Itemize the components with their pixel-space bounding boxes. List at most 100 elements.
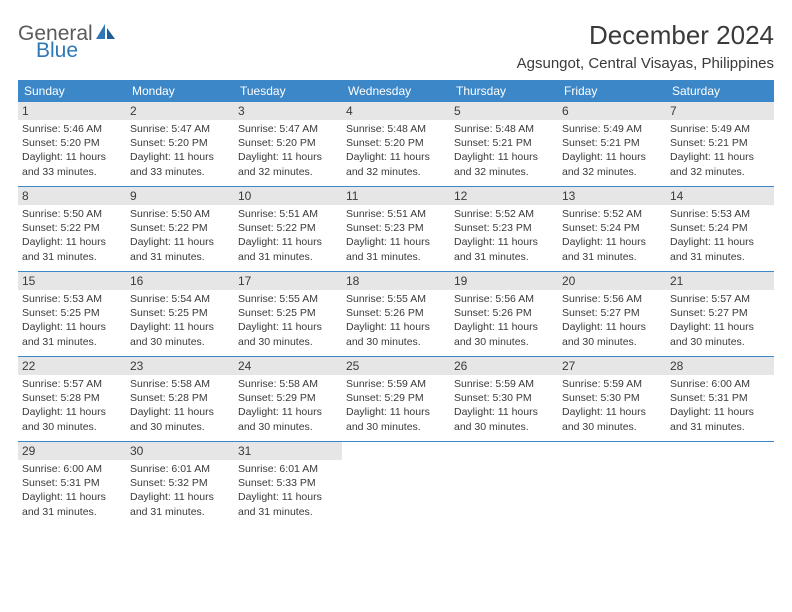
sunset-text: Sunset: 5:20 PM xyxy=(130,136,230,150)
sunrise-text: Sunrise: 5:49 AM xyxy=(670,122,770,136)
sunrise-text: Sunrise: 5:57 AM xyxy=(22,377,122,391)
sunset-text: Sunset: 5:22 PM xyxy=(130,221,230,235)
daylight-text: Daylight: 11 hours xyxy=(130,320,230,334)
day-cell: 30 Sunrise: 6:01 AMSunset: 5:32 PMDayligh… xyxy=(126,442,234,526)
day-info: Sunrise: 5:56 AMSunset: 5:26 PMDaylight:… xyxy=(454,292,554,349)
week-row: 29Sunrise: 6:00 AMSunset: 5:31 PMDayligh… xyxy=(18,442,774,526)
daylight-text: and 30 minutes. xyxy=(562,335,662,349)
day-cell: 21Sunrise: 5:57 AMSunset: 5:27 PMDayligh… xyxy=(666,272,774,356)
sunrise-text: Sunrise: 6:00 AM xyxy=(22,462,122,476)
daylight-text: Daylight: 11 hours xyxy=(22,235,122,249)
day-number: 16 xyxy=(126,272,234,290)
sunset-text: Sunset: 5:28 PM xyxy=(22,391,122,405)
sunrise-text: Sunrise: 5:52 AM xyxy=(454,207,554,221)
sunrise-text: Sunrise: 5:51 AM xyxy=(346,207,446,221)
daylight-text: and 32 minutes. xyxy=(238,165,338,179)
sunset-text: Sunset: 5:30 PM xyxy=(562,391,662,405)
daylight-text: Daylight: 11 hours xyxy=(346,235,446,249)
sunset-text: Sunset: 5:28 PM xyxy=(130,391,230,405)
sunset-text: Sunset: 5:23 PM xyxy=(346,221,446,235)
day-cell xyxy=(666,442,774,526)
day-info: Sunrise: 5:59 AMSunset: 5:30 PMDaylight:… xyxy=(562,377,662,434)
day-number: 28 xyxy=(666,357,774,375)
day-header: Saturday xyxy=(666,80,774,102)
daylight-text: Daylight: 11 hours xyxy=(454,320,554,334)
day-info: Sunrise: 5:49 AMSunset: 5:21 PMDaylight:… xyxy=(670,122,770,179)
daylight-text: and 30 minutes. xyxy=(346,420,446,434)
daylight-text: Daylight: 11 hours xyxy=(454,405,554,419)
sunset-text: Sunset: 5:29 PM xyxy=(238,391,338,405)
day-info: Sunrise: 5:53 AMSunset: 5:24 PMDaylight:… xyxy=(670,207,770,264)
day-cell: 22Sunrise: 5:57 AMSunset: 5:28 PMDayligh… xyxy=(18,357,126,441)
daylight-text: and 30 minutes. xyxy=(346,335,446,349)
sunset-text: Sunset: 5:32 PM xyxy=(130,476,230,490)
sunrise-text: Sunrise: 5:48 AM xyxy=(454,122,554,136)
day-info: Sunrise: 6:01 AMSunset: 5:32 PMDaylight:… xyxy=(130,462,230,519)
sunset-text: Sunset: 5:21 PM xyxy=(562,136,662,150)
sunset-text: Sunset: 5:31 PM xyxy=(670,391,770,405)
weeks-container: 1Sunrise: 5:46 AMSunset: 5:20 PMDaylight… xyxy=(18,102,774,526)
day-number: 4 xyxy=(342,102,450,120)
daylight-text: and 31 minutes. xyxy=(22,250,122,264)
day-info: Sunrise: 5:55 AMSunset: 5:25 PMDaylight:… xyxy=(238,292,338,349)
day-number: 30 xyxy=(126,442,234,460)
daylight-text: and 31 minutes. xyxy=(670,250,770,264)
day-info: Sunrise: 6:01 AMSunset: 5:33 PMDaylight:… xyxy=(238,462,338,519)
calendar-page: General Blue December 2024 Agsungot, Cen… xyxy=(0,0,792,544)
day-cell: 10Sunrise: 5:51 AMSunset: 5:22 PMDayligh… xyxy=(234,187,342,271)
daylight-text: Daylight: 11 hours xyxy=(22,150,122,164)
day-cell: 2Sunrise: 5:47 AMSunset: 5:20 PMDaylight… xyxy=(126,102,234,186)
daylight-text: Daylight: 11 hours xyxy=(454,235,554,249)
day-info: Sunrise: 5:52 AMSunset: 5:23 PMDaylight:… xyxy=(454,207,554,264)
day-header: Tuesday xyxy=(234,80,342,102)
sunrise-text: Sunrise: 5:47 AM xyxy=(130,122,230,136)
daylight-text: and 32 minutes. xyxy=(562,165,662,179)
sunset-text: Sunset: 5:24 PM xyxy=(562,221,662,235)
sunset-text: Sunset: 5:26 PM xyxy=(346,306,446,320)
day-info: Sunrise: 5:53 AMSunset: 5:25 PMDaylight:… xyxy=(22,292,122,349)
daylight-text: and 32 minutes. xyxy=(454,165,554,179)
daylight-text: and 32 minutes. xyxy=(670,165,770,179)
day-info: Sunrise: 5:51 AMSunset: 5:22 PMDaylight:… xyxy=(238,207,338,264)
sunrise-text: Sunrise: 5:49 AM xyxy=(562,122,662,136)
daylight-text: Daylight: 11 hours xyxy=(562,405,662,419)
day-number: 8 xyxy=(18,187,126,205)
day-number: 6 xyxy=(558,102,666,120)
daylight-text: and 30 minutes. xyxy=(130,420,230,434)
month-title: December 2024 xyxy=(517,20,774,51)
day-info: Sunrise: 5:57 AMSunset: 5:27 PMDaylight:… xyxy=(670,292,770,349)
page-header: General Blue December 2024 Agsungot, Cen… xyxy=(18,20,774,72)
sunrise-text: Sunrise: 5:55 AM xyxy=(346,292,446,306)
day-cell: 26Sunrise: 5:59 AMSunset: 5:30 PMDayligh… xyxy=(450,357,558,441)
daylight-text: Daylight: 11 hours xyxy=(346,150,446,164)
day-info: Sunrise: 6:00 AMSunset: 5:31 PMDaylight:… xyxy=(22,462,122,519)
sunset-text: Sunset: 5:26 PM xyxy=(454,306,554,320)
daylight-text: Daylight: 11 hours xyxy=(670,235,770,249)
day-number: 13 xyxy=(558,187,666,205)
day-number: 3 xyxy=(234,102,342,120)
sunrise-text: Sunrise: 5:50 AM xyxy=(130,207,230,221)
daylight-text: Daylight: 11 hours xyxy=(454,150,554,164)
day-info: Sunrise: 5:50 AMSunset: 5:22 PMDaylight:… xyxy=(22,207,122,264)
daylight-text: Daylight: 11 hours xyxy=(22,320,122,334)
daylight-text: and 31 minutes. xyxy=(670,420,770,434)
day-cell: 17Sunrise: 5:55 AMSunset: 5:25 PMDayligh… xyxy=(234,272,342,356)
sunrise-text: Sunrise: 5:59 AM xyxy=(346,377,446,391)
daylight-text: Daylight: 11 hours xyxy=(130,405,230,419)
week-row: 1Sunrise: 5:46 AMSunset: 5:20 PMDaylight… xyxy=(18,102,774,187)
sunset-text: Sunset: 5:21 PM xyxy=(454,136,554,150)
daylight-text: Daylight: 11 hours xyxy=(346,405,446,419)
sunrise-text: Sunrise: 6:01 AM xyxy=(130,462,230,476)
day-cell: 27Sunrise: 5:59 AMSunset: 5:30 PMDayligh… xyxy=(558,357,666,441)
sunset-text: Sunset: 5:22 PM xyxy=(238,221,338,235)
daylight-text: Daylight: 11 hours xyxy=(562,320,662,334)
daylight-text: Daylight: 11 hours xyxy=(562,235,662,249)
daylight-text: and 31 minutes. xyxy=(22,335,122,349)
day-info: Sunrise: 5:49 AMSunset: 5:21 PMDaylight:… xyxy=(562,122,662,179)
day-info: Sunrise: 5:56 AMSunset: 5:27 PMDaylight:… xyxy=(562,292,662,349)
sail-icon xyxy=(95,22,117,44)
daylight-text: Daylight: 11 hours xyxy=(238,490,338,504)
day-info: Sunrise: 5:55 AMSunset: 5:26 PMDaylight:… xyxy=(346,292,446,349)
daylight-text: Daylight: 11 hours xyxy=(346,320,446,334)
daylight-text: Daylight: 11 hours xyxy=(130,490,230,504)
